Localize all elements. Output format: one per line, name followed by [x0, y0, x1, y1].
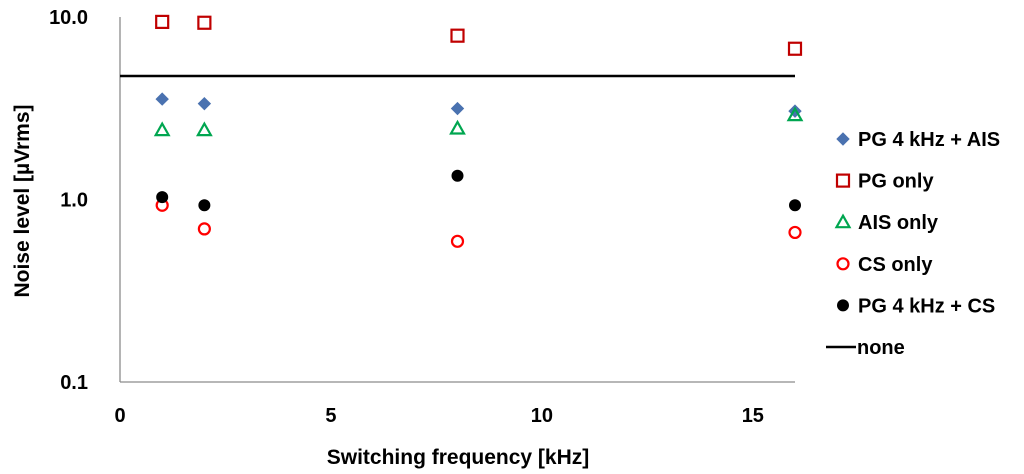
data-point [153, 121, 171, 137]
y-tick-label: 1.0 [60, 190, 88, 212]
data-point [786, 106, 804, 122]
axes: 0 5 10 15 0.1 1.0 10.0 [49, 7, 795, 427]
legend-item: none [826, 337, 905, 359]
legend-label: PG 4 kHz + CS [858, 295, 995, 317]
data-point [195, 121, 213, 137]
series-ais-only [153, 106, 804, 137]
x-tick-label: 0 [114, 405, 125, 427]
legend-swatch [836, 132, 850, 146]
data-point [197, 15, 212, 30]
legend-label: AIS only [858, 212, 939, 234]
legend-swatch [835, 173, 851, 188]
data-point [197, 222, 211, 236]
x-tick-label: 5 [325, 405, 336, 427]
data-point [787, 41, 803, 56]
data-point [450, 28, 465, 43]
legend-label: PG only [858, 171, 934, 193]
x-tick-label: 15 [742, 405, 764, 427]
series-pg-only [155, 14, 803, 56]
legend-label: PG 4 kHz + AIS [858, 129, 1000, 151]
legend-swatch [836, 257, 850, 271]
data-point [451, 169, 464, 182]
y-tick-label: 0.1 [60, 372, 88, 394]
x-tick-label: 10 [531, 405, 553, 427]
series-cs-only [155, 198, 802, 248]
data-point [197, 96, 212, 111]
legend-item: CS only [836, 254, 933, 276]
data-point [156, 191, 169, 204]
y-tick-label: 10.0 [49, 7, 88, 29]
data-point [155, 92, 169, 106]
legend: PG 4 kHz + AIS PG only AIS only CS only PG 4… [826, 129, 1000, 359]
series-layer [120, 14, 804, 248]
legend-label: none [857, 337, 905, 359]
data-point [155, 14, 170, 30]
series-pg-4-khz-cs [156, 169, 801, 212]
legend-label: CS only [858, 254, 933, 276]
legend-item: PG only [835, 171, 934, 193]
data-point [449, 119, 466, 135]
legend-item: AIS only [834, 212, 939, 234]
legend-item: PG 4 kHz + AIS [836, 129, 1000, 151]
data-point [450, 234, 465, 248]
data-point [789, 199, 801, 212]
data-point [450, 101, 465, 116]
legend-swatch [834, 213, 852, 229]
legend-swatch [837, 299, 849, 312]
data-point [788, 225, 802, 240]
series-pg-4-khz-ais [155, 92, 802, 118]
x-axis-title: Switching frequency [kHz] [327, 446, 590, 469]
data-point [198, 199, 211, 212]
y-axis-title: Noise level [µVrms] [11, 104, 34, 297]
legend-item: PG 4 kHz + CS [837, 295, 995, 317]
